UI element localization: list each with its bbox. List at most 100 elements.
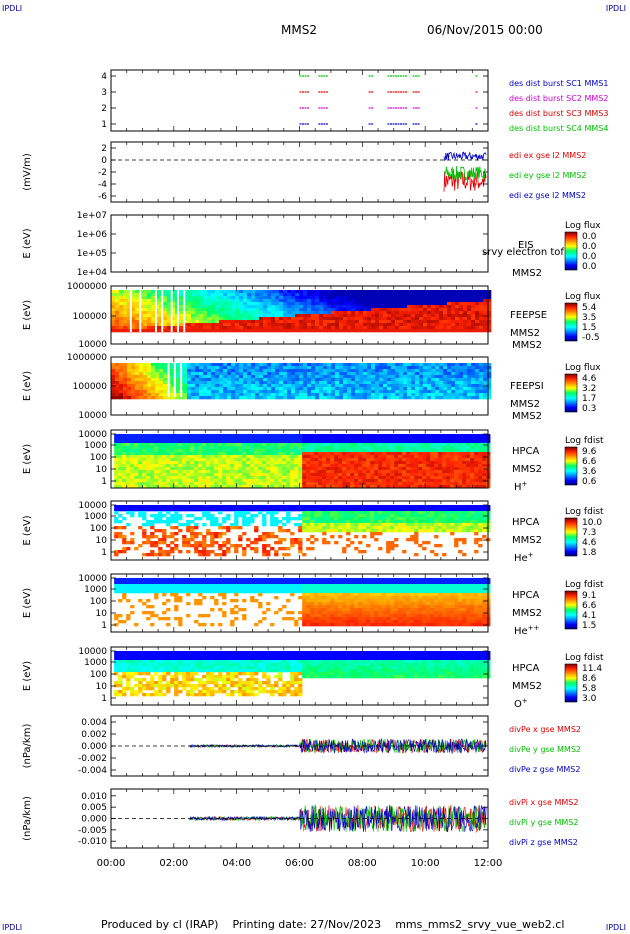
- spectro-cell: [299, 381, 304, 385]
- spectro-cell: [162, 467, 167, 471]
- spectro-cell: [171, 363, 176, 367]
- spectro-cell: [147, 384, 152, 388]
- spectro-cell: [155, 387, 160, 391]
- spectro-cell: [354, 523, 359, 527]
- spectro-cell: [238, 508, 243, 512]
- spectro-cell: [322, 523, 327, 527]
- spectro-cell: [239, 369, 244, 373]
- spectro-cell: [342, 517, 347, 521]
- spectro-cell: [342, 473, 347, 477]
- spectro-cell: [487, 293, 492, 297]
- spectro-cell: [315, 396, 320, 400]
- spectro-cell: [483, 396, 488, 400]
- spectro-cell: [323, 396, 328, 400]
- spectro-cell: [271, 296, 276, 300]
- spectro-cell: [190, 544, 195, 548]
- spectro-cell: [142, 514, 147, 518]
- spectro-cell: [258, 535, 263, 539]
- spectro-cell: [194, 473, 199, 477]
- spectro-cell: [374, 517, 379, 521]
- spectro-cell: [207, 384, 212, 388]
- spectro-cell: [294, 458, 299, 462]
- spectro-cell: [326, 446, 331, 450]
- spectro-cell: [423, 317, 428, 321]
- spectro-cell: [378, 526, 383, 530]
- spectro-cell: [247, 396, 252, 400]
- spectro-cell: [182, 479, 187, 483]
- spectro-cell: [371, 369, 376, 373]
- spectro-cell: [455, 293, 460, 297]
- spectro-cell: [183, 387, 188, 391]
- spectro-cell: [131, 317, 136, 321]
- spectro-cell: [287, 375, 292, 379]
- spectro-cell: [147, 299, 152, 303]
- spectro-cell: [439, 308, 444, 312]
- spectro-cell: [294, 538, 299, 542]
- spectro-cell: [487, 378, 492, 382]
- spectro-cell: [450, 461, 455, 465]
- spectro-cell: [330, 452, 335, 456]
- spectro-cell: [210, 461, 215, 465]
- spectro-cell: [438, 449, 443, 453]
- spectro-cell: [394, 523, 399, 527]
- spectro-cell: [474, 449, 479, 453]
- spectro-cell: [467, 372, 472, 376]
- spectro-cell: [287, 320, 292, 324]
- spectro-cell: [271, 390, 276, 394]
- spectro-cell: [371, 314, 376, 318]
- spectro-cell: [294, 476, 299, 480]
- spectro-cell: [298, 437, 303, 441]
- spectro-cell: [327, 296, 332, 300]
- spectro-cell: [311, 366, 316, 370]
- spectro-cell: [451, 384, 456, 388]
- spectro-cell: [243, 378, 248, 382]
- spectro-cell: [187, 323, 192, 327]
- spectro-cell: [459, 305, 464, 309]
- spectro-cell: [119, 314, 124, 318]
- spectro-cell: [239, 378, 244, 382]
- spectro-cell: [390, 544, 395, 548]
- spectro-cell: [306, 434, 311, 438]
- spectro-cell: [398, 449, 403, 453]
- spectro-cell: [451, 393, 456, 397]
- spectro-cell: [350, 464, 355, 468]
- spectro-cell: [386, 440, 391, 444]
- spectro-cell: [439, 381, 444, 385]
- spectro-cell: [262, 544, 267, 548]
- spectro-cell: [358, 482, 363, 486]
- spectro-cell: [151, 323, 156, 327]
- spectro-cell: [355, 317, 360, 321]
- spectro-cell: [303, 293, 308, 297]
- spectro-cell: [291, 375, 296, 379]
- spectro-cell: [127, 381, 132, 385]
- spectro-cell: [182, 482, 187, 486]
- spectro-cell: [350, 467, 355, 471]
- spectro-cell: [367, 305, 372, 309]
- spectro-cell: [351, 393, 356, 397]
- spectro-cell: [279, 293, 284, 297]
- spectro-cell: [178, 440, 183, 444]
- spectro-cell: [207, 323, 212, 327]
- spectro-cell: [463, 293, 468, 297]
- spectro-cell: [231, 323, 236, 327]
- spectro-cell: [415, 299, 420, 303]
- spectro-cell: [158, 437, 163, 441]
- spectro-cell: [122, 550, 127, 554]
- spectro-cell: [151, 384, 156, 388]
- spectro-cell: [267, 314, 272, 318]
- spectro-cell: [282, 464, 287, 468]
- spectro-cell: [155, 290, 160, 294]
- spectro-cell: [318, 455, 323, 459]
- spectro-cell: [186, 520, 191, 524]
- spectro-cell: [415, 293, 420, 297]
- spectro-cell: [383, 311, 388, 315]
- spectro-cell: [359, 308, 364, 312]
- spectro-cell: [355, 384, 360, 388]
- spectro-cell: [275, 369, 280, 373]
- spectro-cell: [390, 505, 395, 509]
- spectro-cell: [143, 320, 148, 324]
- spectro-cell: [315, 384, 320, 388]
- spectro-cell: [223, 372, 228, 376]
- spectro-cell: [310, 529, 315, 533]
- spectro-cell: [127, 393, 132, 397]
